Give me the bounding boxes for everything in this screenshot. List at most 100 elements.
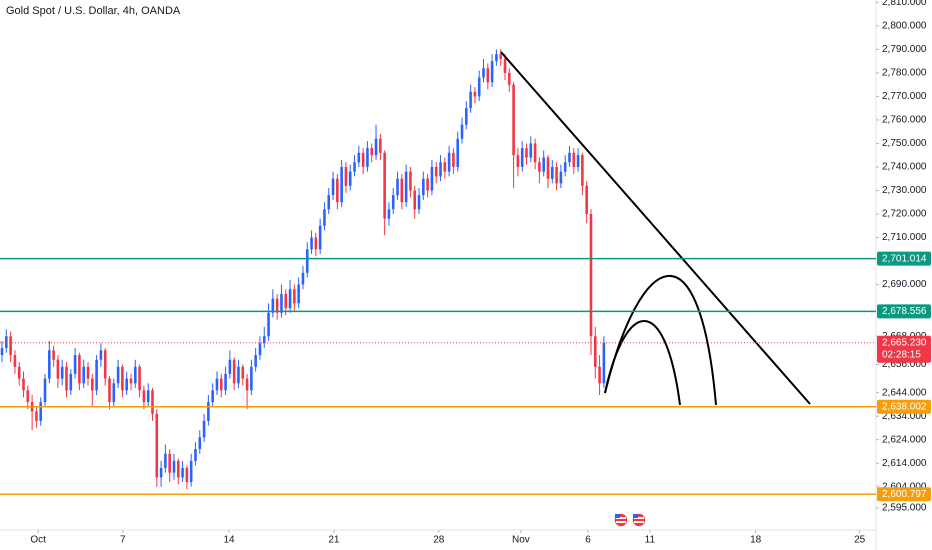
x-tick-label: 6 <box>585 535 591 546</box>
chart-title: Gold Spot / U.S. Dollar, 4h, OANDA <box>6 5 181 17</box>
x-tick-label: Oct <box>30 535 46 546</box>
candle-body <box>529 143 533 158</box>
last-price-label: 2,665.230 <box>882 337 927 348</box>
candle-body <box>69 373 73 391</box>
countdown-label: 02:28:15 <box>882 349 921 360</box>
candle-body <box>26 390 30 403</box>
candle-body <box>13 355 17 367</box>
y-tick-label: 2,770.000 <box>882 91 927 102</box>
candle-body <box>9 336 12 356</box>
candle-body <box>344 166 348 186</box>
candle-body <box>142 390 146 403</box>
candle-body <box>301 272 305 285</box>
candle-body <box>86 366 90 379</box>
candle-body <box>542 157 545 172</box>
candle-body <box>245 378 249 391</box>
candle-body <box>129 378 133 384</box>
candle-body <box>460 124 464 139</box>
candle-body <box>456 138 460 167</box>
candle-body <box>232 359 236 384</box>
candle-body <box>422 178 425 196</box>
y-tick-label: 2,750.000 <box>882 138 927 149</box>
candle-body <box>572 152 576 167</box>
x-tick-label: 25 <box>854 535 866 546</box>
candle-body <box>538 162 541 172</box>
candle-body <box>138 366 141 391</box>
candle-body <box>172 460 176 473</box>
candle-body <box>125 378 128 391</box>
candle-body <box>103 350 107 379</box>
candle-body <box>370 148 374 156</box>
candle-body <box>508 72 511 85</box>
trend-line <box>500 51 811 405</box>
candle-body <box>48 350 51 379</box>
candle-body <box>35 411 38 421</box>
candle-body <box>56 359 60 379</box>
candle-body <box>477 77 481 97</box>
candle-body <box>91 378 94 391</box>
candle-body <box>267 312 270 337</box>
candle-body <box>340 166 343 203</box>
candle-body <box>533 143 537 163</box>
y-tick-label: 2,644.000 <box>882 387 927 398</box>
level-badge <box>877 251 931 266</box>
candle-body <box>447 152 451 172</box>
candle-body <box>452 152 455 167</box>
level-badge <box>877 399 931 414</box>
candle-body <box>465 108 468 125</box>
candle-body <box>5 336 8 349</box>
candle-body <box>52 350 55 360</box>
level-label: 2,638.002 <box>882 401 927 412</box>
candle-body <box>434 166 438 177</box>
candle-body <box>383 152 386 219</box>
candle-body <box>563 162 567 172</box>
candle-body <box>400 178 404 203</box>
x-tick-label: 14 <box>223 535 235 546</box>
y-tick-label: 2,624.000 <box>882 434 927 445</box>
candle-body <box>262 336 266 344</box>
candle-body <box>323 209 326 226</box>
candle-body <box>387 209 391 219</box>
candle-body <box>314 237 318 250</box>
candle-body <box>237 366 240 384</box>
candle-body <box>254 355 257 367</box>
candle-body <box>78 355 81 384</box>
candle-body <box>593 336 597 367</box>
candle-body <box>409 171 412 191</box>
y-tick-label: 2,790.000 <box>882 44 927 55</box>
candle-body <box>310 237 313 250</box>
candle-body <box>198 437 202 450</box>
candle-body <box>219 378 223 391</box>
candle-body <box>284 293 288 309</box>
candle-body <box>228 359 232 374</box>
candle-body <box>426 178 429 191</box>
candle-body <box>22 378 25 391</box>
candle-body <box>374 138 378 156</box>
candle-body <box>366 148 369 167</box>
candle-body <box>224 373 227 391</box>
candle-body <box>473 91 477 97</box>
projection-arc <box>604 275 717 406</box>
candle-body <box>108 378 111 403</box>
y-tick-label: 2,595.000 <box>882 503 927 514</box>
candle-body <box>516 155 520 167</box>
y-tick-label: 2,634.000 <box>882 411 927 422</box>
candle-body <box>202 420 206 438</box>
candle-body <box>391 195 395 210</box>
candle-body <box>305 249 309 273</box>
candle-body <box>176 460 180 478</box>
candle-body <box>168 453 171 473</box>
candle-body <box>271 298 275 313</box>
candle-body <box>185 467 189 483</box>
candle-body <box>353 162 356 172</box>
candle-body <box>559 171 563 184</box>
candle-body <box>555 166 558 184</box>
candle-body <box>99 350 103 360</box>
candle-body <box>293 289 296 304</box>
candle-body <box>0 348 4 356</box>
candle-body <box>146 390 150 403</box>
candle-body <box>73 355 77 374</box>
y-tick-label: 2,810.000 <box>882 0 927 8</box>
